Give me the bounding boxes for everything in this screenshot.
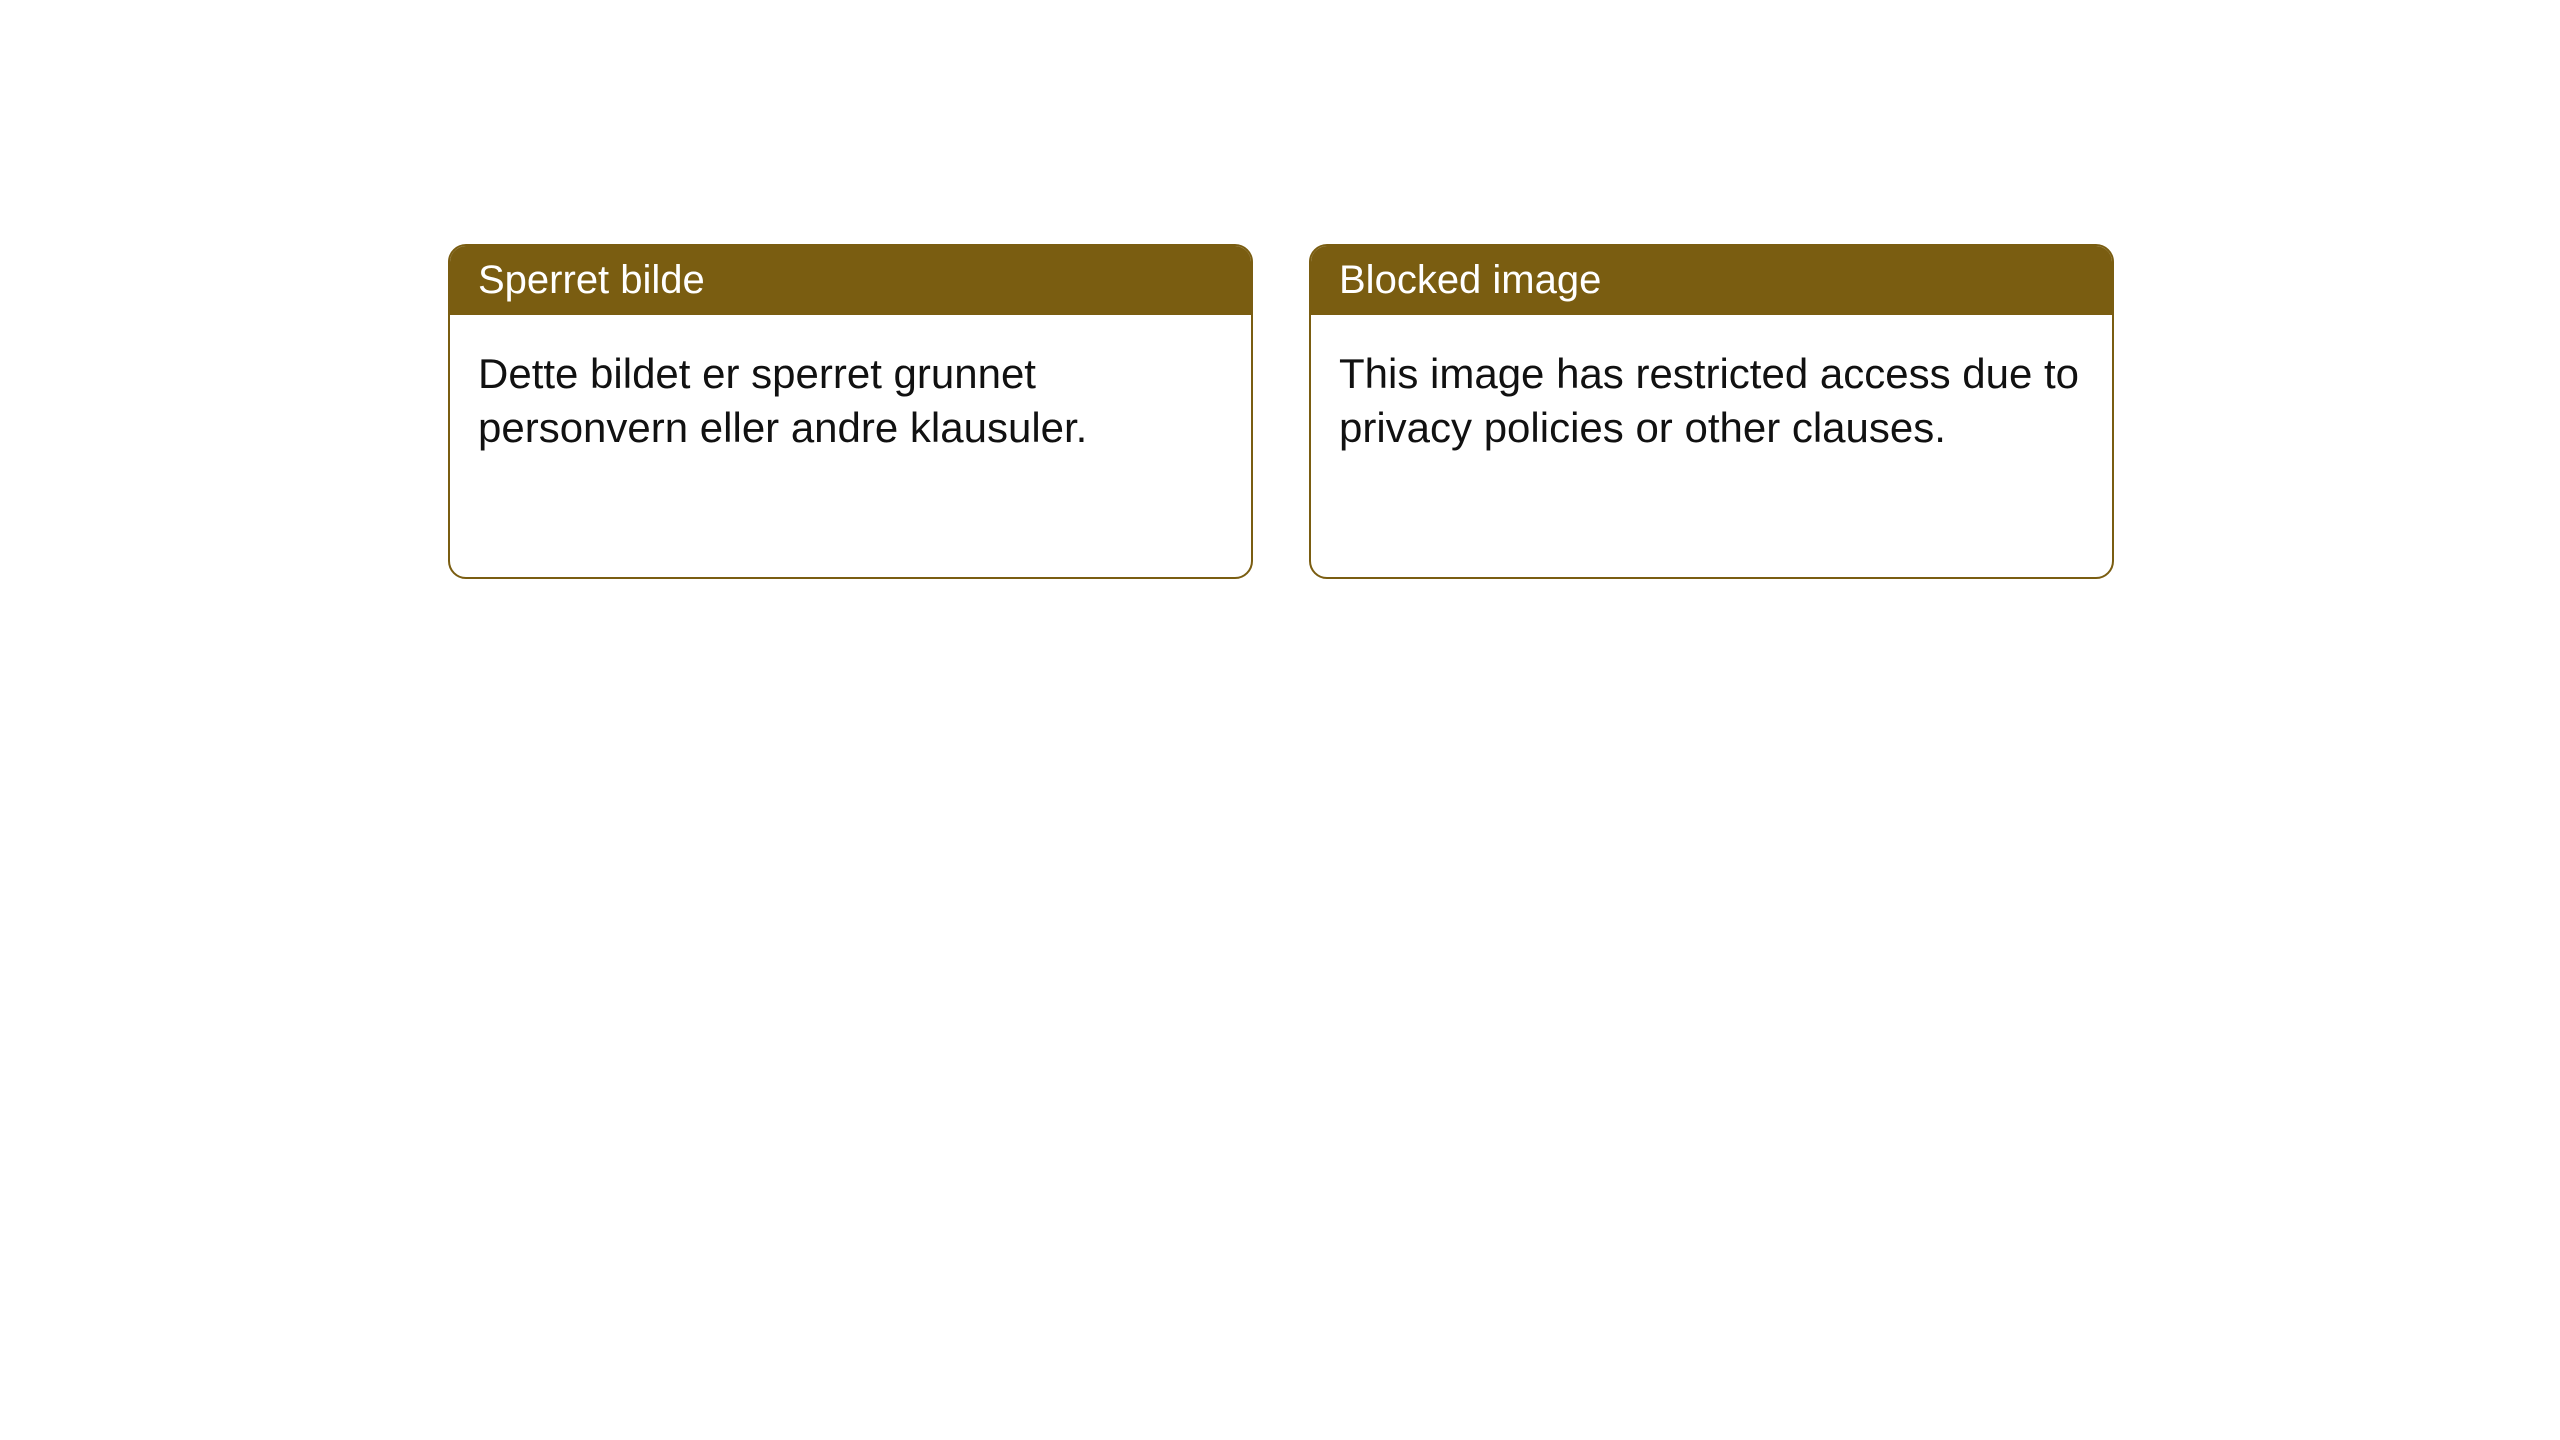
card-title-no: Sperret bilde: [478, 258, 705, 302]
card-body-en: This image has restricted access due to …: [1311, 315, 2112, 487]
card-header-no: Sperret bilde: [450, 246, 1251, 315]
card-title-en: Blocked image: [1339, 258, 1601, 302]
card-message-en: This image has restricted access due to …: [1339, 350, 2079, 451]
blocked-image-card-no: Sperret bilde Dette bildet er sperret gr…: [448, 244, 1253, 579]
card-body-no: Dette bildet er sperret grunnet personve…: [450, 315, 1251, 487]
card-message-no: Dette bildet er sperret grunnet personve…: [478, 350, 1087, 451]
card-header-en: Blocked image: [1311, 246, 2112, 315]
blocked-image-card-en: Blocked image This image has restricted …: [1309, 244, 2114, 579]
blocked-image-cards: Sperret bilde Dette bildet er sperret gr…: [448, 244, 2114, 579]
